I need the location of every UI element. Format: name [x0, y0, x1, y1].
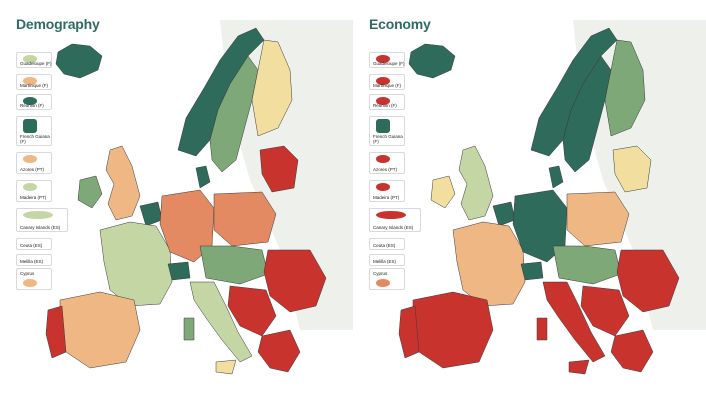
inset-ceuta: Ceuta (ES) [16, 238, 52, 250]
inset-shape [376, 155, 390, 163]
inset-label: Guadeloupe (F) [373, 61, 405, 66]
inset-shape [376, 279, 390, 287]
inset-french-guiana: French Guiana (F) [16, 116, 52, 146]
inset-label: Martinique (F) [373, 83, 402, 88]
inset-cyprus: Cyprus [369, 268, 405, 290]
panel-title: Economy [369, 16, 431, 32]
panel-title: Demography [16, 16, 100, 32]
inset-madeira: Madeira (PT) [369, 180, 405, 202]
inset-french-guiana: French Guiana (F) [369, 116, 405, 146]
inset-melilla: Melilla (ES) [16, 254, 52, 266]
inset-label: Madeira (PT) [373, 195, 400, 200]
inset-shape [23, 97, 37, 105]
economy-map-panel: Economy Guadeloupe (F) Martinique (F) Ré… [353, 0, 706, 410]
inset-azores: Azores (PT) [369, 152, 405, 174]
inset-label: Cyprus [373, 271, 388, 276]
inset-label: Madeira (PT) [20, 195, 47, 200]
inset-ceuta: Ceuta (ES) [369, 238, 405, 250]
inset-label: Azores (PT) [20, 167, 45, 172]
economy-map [398, 20, 706, 375]
demography-map [45, 20, 353, 375]
inset-label: Canary Islands (ES) [20, 225, 61, 230]
inset-shape [376, 77, 390, 85]
inset-shape [376, 211, 406, 219]
inset-shape [23, 211, 53, 219]
inset-shape [23, 119, 37, 133]
inset-label: Martinique (F) [20, 83, 49, 88]
inset-shape [23, 183, 37, 191]
inset-label: Azores (PT) [373, 167, 398, 172]
inset-shape [23, 279, 37, 287]
inset-label: Ceuta (ES) [373, 243, 396, 248]
inset-label: Guadeloupe (F) [20, 61, 52, 66]
inset-guadeloupe: Guadeloupe (F) [16, 52, 52, 68]
inset-canary-islands: Canary Islands (ES) [369, 208, 421, 232]
inset-shape [376, 119, 390, 133]
inset-label: Réunion (F) [373, 103, 397, 108]
inset-guadeloupe: Guadeloupe (F) [369, 52, 405, 68]
inset-cyprus: Cyprus [16, 268, 52, 290]
inset-label: Ceuta (ES) [20, 243, 43, 248]
inset-label: Melilla (ES) [20, 259, 44, 264]
inset-label: Cyprus [20, 271, 35, 276]
inset-canary-islands: Canary Islands (ES) [16, 208, 68, 232]
inset-shape [23, 155, 37, 163]
inset-shape [376, 97, 390, 105]
inset-azores: Azores (PT) [16, 152, 52, 174]
inset-label: Canary Islands (ES) [373, 225, 414, 230]
demography-map-panel: Demography Guadeloupe (F) Martinique (F)… [16, 16, 353, 375]
inset-shape [376, 55, 390, 63]
inset-reunion: Réunion (F) [16, 94, 52, 110]
inset-shape [376, 183, 390, 191]
inset-label: French Guiana (F) [20, 134, 50, 144]
inset-label: French Guiana (F) [373, 134, 403, 144]
inset-martinique: Martinique (F) [16, 74, 52, 90]
inset-reunion: Réunion (F) [369, 94, 405, 110]
inset-madeira: Madeira (PT) [16, 180, 52, 202]
inset-label: Melilla (ES) [373, 259, 397, 264]
inset-label: Réunion (F) [20, 103, 44, 108]
inset-martinique: Martinique (F) [369, 74, 405, 90]
inset-shape [23, 55, 37, 63]
inset-shape [23, 77, 37, 85]
inset-melilla: Melilla (ES) [369, 254, 405, 266]
